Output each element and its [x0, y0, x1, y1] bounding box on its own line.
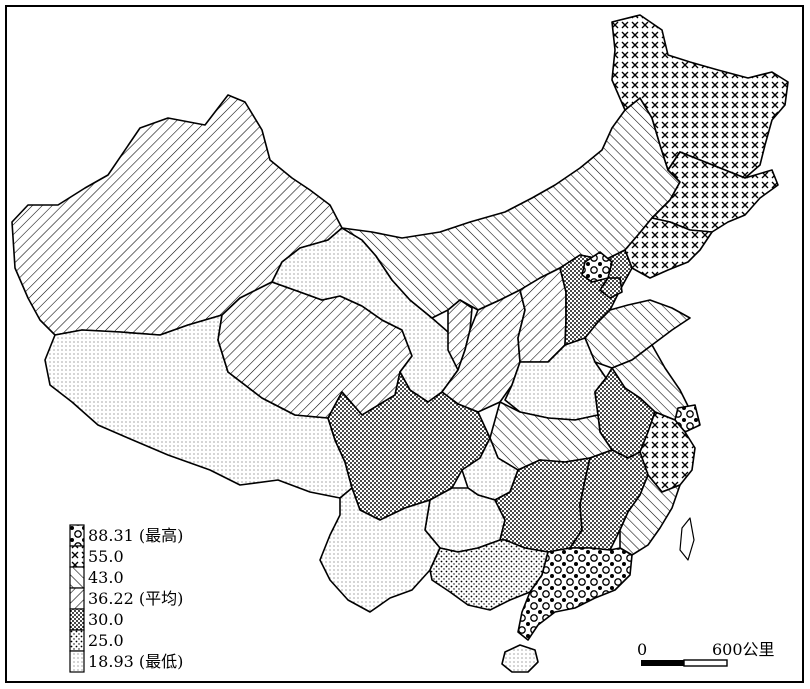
legend-swatch [69, 545, 85, 568]
legend-label: 30.0 [88, 610, 124, 629]
region-taiwan [679, 517, 695, 561]
legend-label: 25.0 [88, 631, 124, 650]
legend-swatch [69, 629, 85, 652]
legend-swatch [69, 524, 85, 547]
region-shanghai [674, 404, 701, 433]
legend-swatch [69, 608, 85, 631]
region-hainan [501, 644, 539, 673]
scale-bar-left-segment [641, 660, 684, 666]
legend: 88.31 (最高) 55.0 43.0 36.22 (平均) 30.0 25.0 18.9… [68, 521, 238, 674]
scale-bar-end-label: 600公里 [712, 640, 775, 659]
region-heilongjiang [611, 14, 789, 179]
scale-bar-right-segment [683, 659, 728, 667]
legend-label: 88.31 (最高) [88, 526, 183, 545]
provinces [11, 14, 789, 673]
region-tianjin [599, 277, 623, 299]
region-fujian [619, 474, 681, 556]
legend-background [68, 521, 238, 674]
legend-label: 43.0 [88, 568, 124, 587]
legend-swatch [69, 587, 85, 610]
legend-swatch [69, 566, 85, 589]
legend-label: 36.22 (平均) [88, 589, 183, 608]
region-jilin [651, 151, 779, 233]
region-yunnan [319, 487, 441, 613]
legend-label: 18.93 (最低) [88, 652, 183, 671]
scale-bar: 0 600公里 [637, 640, 775, 667]
region-guangdong [517, 547, 633, 641]
legend-label: 55.0 [88, 547, 124, 566]
legend-swatch [69, 650, 85, 673]
scale-bar-start-label: 0 [637, 640, 647, 659]
